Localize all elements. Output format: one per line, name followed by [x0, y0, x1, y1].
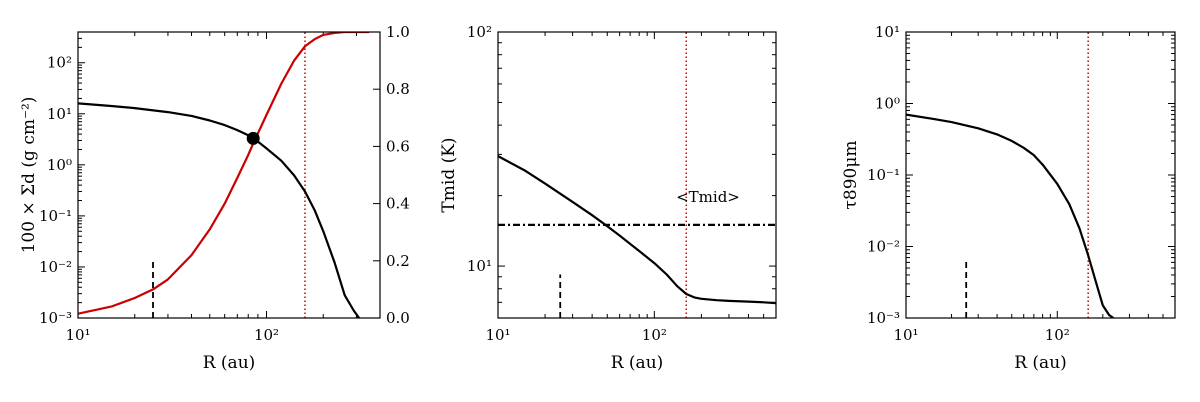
- chart-panel-1: 10¹ 10² 10⁻³ 10⁻² 10⁻¹ 10⁰ 10¹ 10² 0.0 0.2 0.4 0.6 0…: [19, 23, 410, 373]
- y2-tick-label: 0.0: [386, 309, 410, 327]
- x-tick-label: 10²: [1045, 326, 1070, 344]
- y-tick-label: 10⁻²: [867, 238, 900, 256]
- series-line-1: [906, 113, 1115, 318]
- y-tick-label: 10⁻¹: [867, 166, 900, 184]
- x-axis-label: R (au): [611, 353, 664, 373]
- y-tick-label: 10²: [467, 23, 492, 41]
- series-line-1: [498, 155, 776, 305]
- x-axis-label: R (au): [203, 353, 256, 373]
- series-line-1: [78, 102, 360, 318]
- x-tick-label: 10¹: [893, 326, 918, 344]
- y-tick-label: 10¹: [875, 23, 900, 41]
- y2-tick-label: 0.6: [386, 137, 410, 155]
- annotation-mean-temperature: <Tmid>: [676, 188, 740, 206]
- x-tick-label: 10²: [642, 326, 667, 344]
- plot-frame: [77, 31, 381, 319]
- y2-tick-label: 0.4: [386, 195, 410, 213]
- x-tick-label: 10¹: [65, 326, 90, 344]
- y-tick-label: 10⁻³: [867, 309, 900, 327]
- y-tick-label: 10⁻¹: [39, 207, 72, 225]
- y-tick-label: 10¹: [467, 257, 492, 275]
- chart-panel-2: 10¹ 10² 10¹ 10² R (au) Tmid (K) <Tmid>: [439, 23, 777, 373]
- data-point-marker: [246, 131, 260, 145]
- x-tick-label: 10²: [254, 326, 279, 344]
- y-tick-label: 10¹: [47, 105, 72, 123]
- series-line-2: [78, 32, 370, 315]
- x-axis-label: R (au): [1014, 353, 1067, 373]
- y-axis-label: 100 × Σd (g cm⁻²): [19, 97, 39, 254]
- y-axis-label: Tmid (K): [439, 137, 459, 212]
- chart-panel-3: 10¹ 10² 10⁻³ 10⁻² 10⁻¹ 10⁰ 10¹ R (au) τ890μm: [841, 23, 1176, 373]
- plot-frame: [905, 31, 1176, 319]
- y-tick-label: 10⁰: [875, 95, 900, 113]
- plot-frame: [497, 31, 777, 319]
- y2-tick-label: 0.8: [386, 80, 410, 98]
- y-axis-label: τ890μm: [841, 140, 861, 209]
- y-tick-label: 10⁻³: [39, 309, 72, 327]
- x-tick-label: 10¹: [485, 326, 510, 344]
- y2-tick-label: 1.0: [386, 23, 410, 41]
- y2-tick-label: 0.2: [386, 252, 410, 270]
- y-tick-label: 10²: [47, 54, 72, 72]
- y-tick-label: 10⁰: [47, 156, 72, 174]
- y-tick-label: 10⁻²: [39, 258, 72, 276]
